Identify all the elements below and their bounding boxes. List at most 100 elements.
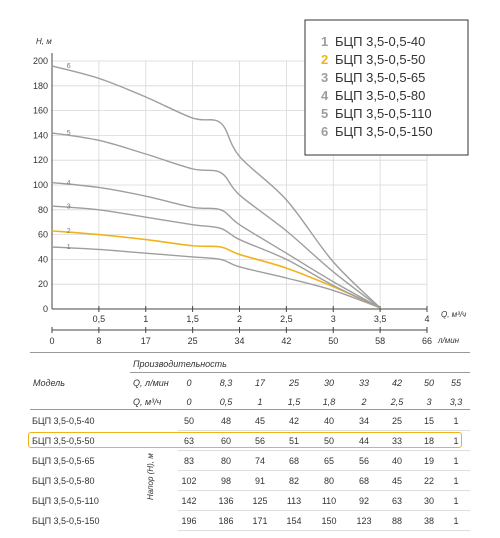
- x-tick-label-lmin: 42: [281, 336, 291, 346]
- x-tick-label-m3h: 1: [143, 314, 148, 324]
- q-m3h-value: 2: [361, 397, 367, 407]
- head-value: 154: [286, 516, 302, 526]
- head-value: 38: [423, 516, 435, 526]
- y-tick-label: 40: [38, 254, 48, 264]
- row-separator: [178, 530, 470, 531]
- x-tick-label-m3h: 2: [237, 314, 242, 324]
- series-line-1: [51, 246, 381, 309]
- x-tick-label-m3h: 3: [331, 314, 336, 324]
- head-value: 102: [181, 476, 197, 486]
- x-tick-label-lmin: 58: [375, 336, 385, 346]
- legend-number-1: 1: [321, 34, 328, 49]
- q-lmin-value: 55: [450, 378, 462, 388]
- legend-number-6: 6: [321, 124, 328, 139]
- head-value: 150: [321, 516, 337, 526]
- head-value: 1: [453, 456, 459, 466]
- head-value: 19: [423, 456, 435, 466]
- table-top-line: [30, 352, 470, 353]
- row-separator: [178, 490, 470, 491]
- q-lmin-value: 25: [288, 378, 300, 388]
- x-tick-label-m3h: 1,5: [186, 314, 199, 324]
- performance-table: Производительность Модель Q, л/мин Q, м³/ч 0…: [0, 352, 500, 538]
- q-lmin-value: 30: [323, 378, 335, 388]
- head-value: 60: [220, 436, 232, 446]
- model-name: БЦП 3,5-0,5-50: [32, 436, 95, 446]
- series-label-5: 5: [67, 130, 71, 137]
- head-value: 25: [391, 416, 403, 426]
- x-tick-label-lmin: 50: [328, 336, 338, 346]
- series-line-6: [51, 65, 381, 309]
- q-lmin-value: 33: [358, 378, 370, 388]
- legend-number-3: 3: [321, 70, 328, 85]
- head-value: 123: [356, 516, 372, 526]
- head-value: 125: [252, 496, 268, 506]
- q-m3h-value: 3,3: [449, 397, 463, 407]
- q-m3h-value: 0: [186, 397, 192, 407]
- legend-entry-4: БЦП 3,5-0,5-80: [335, 88, 425, 103]
- series-line-2: [51, 230, 381, 309]
- x-axis-label-lmin: л/мин: [437, 336, 460, 345]
- series-line-3: [51, 205, 381, 309]
- head-value: 40: [323, 416, 335, 426]
- y-axis-label: H, м: [36, 37, 52, 46]
- q-lmin-value: 50: [423, 378, 435, 388]
- model-name: БЦП 3,5-0,5-80: [32, 476, 95, 486]
- y-tick-label: 180: [33, 81, 48, 91]
- series-label-3: 3: [67, 203, 71, 210]
- q-lmin-value: 8,3: [219, 378, 233, 388]
- head-value: 22: [423, 476, 435, 486]
- head-value: 1: [453, 496, 459, 506]
- head-value: 80: [220, 456, 232, 466]
- chart-legend: 1 БЦП 3,5-0,5-40 2 БЦП 3,5-0,5-50 3 БЦП 3,5-0…: [304, 19, 469, 156]
- row-separator: [178, 510, 470, 511]
- q-m3h-value: 1,5: [287, 397, 301, 407]
- x-axis-label-m3h: Q, м³/ч: [441, 310, 466, 319]
- x-tick-label-m3h: 0,5: [93, 314, 106, 324]
- head-value: 91: [254, 476, 266, 486]
- head-value: 34: [358, 416, 370, 426]
- head-value: 45: [391, 476, 403, 486]
- head-value: 110: [321, 496, 337, 506]
- series-label-6: 6: [67, 63, 71, 70]
- y-tick-label: 160: [33, 106, 48, 116]
- legend-entry-3: БЦП 3,5-0,5-65: [335, 70, 425, 85]
- table-line-productivity: [130, 372, 470, 373]
- head-value: 1: [453, 476, 459, 486]
- head-value: 44: [358, 436, 370, 446]
- model-name: БЦП 3,5-0,5-150: [32, 516, 100, 526]
- q-lmin-label: Q, л/мин: [133, 378, 169, 388]
- highlight-row-box: [28, 432, 462, 448]
- head-value: 196: [181, 516, 197, 526]
- head-value: 42: [288, 416, 300, 426]
- x-tick-label-lmin: 0: [49, 336, 54, 346]
- head-value: 88: [391, 516, 403, 526]
- head-value: 45: [254, 416, 266, 426]
- q-m3h-value: 2,5: [390, 397, 404, 407]
- y-tick-label: 80: [38, 205, 48, 215]
- series-label-4: 4: [67, 180, 71, 187]
- model-header: Модель: [33, 378, 65, 388]
- head-value: 50: [183, 416, 195, 426]
- x-tick-label-lmin: 8: [96, 336, 101, 346]
- head-value: 15: [423, 416, 435, 426]
- head-value: 33: [391, 436, 403, 446]
- x-tick-label-lmin: 34: [234, 336, 244, 346]
- legend-entry-2: БЦП 3,5-0,5-50: [335, 52, 425, 67]
- series-label-1: 1: [67, 244, 71, 251]
- x-tick-label-lmin: 66: [422, 336, 432, 346]
- legend-box: [304, 19, 469, 156]
- head-value: 48: [220, 416, 232, 426]
- series-line-5: [51, 132, 381, 309]
- head-value: 56: [254, 436, 266, 446]
- y-tick-label: 120: [33, 155, 48, 165]
- head-value: 50: [323, 436, 335, 446]
- x-tick-label-lmin: 25: [188, 336, 198, 346]
- head-value: 30: [423, 496, 435, 506]
- head-value: 142: [181, 496, 197, 506]
- head-value: 1: [453, 436, 459, 446]
- row-separator: [178, 430, 470, 431]
- model-name: БЦП 3,5-0,5-65: [32, 456, 95, 466]
- y-tick-label: 140: [33, 130, 48, 140]
- x-tick-label-m3h: 4: [424, 314, 429, 324]
